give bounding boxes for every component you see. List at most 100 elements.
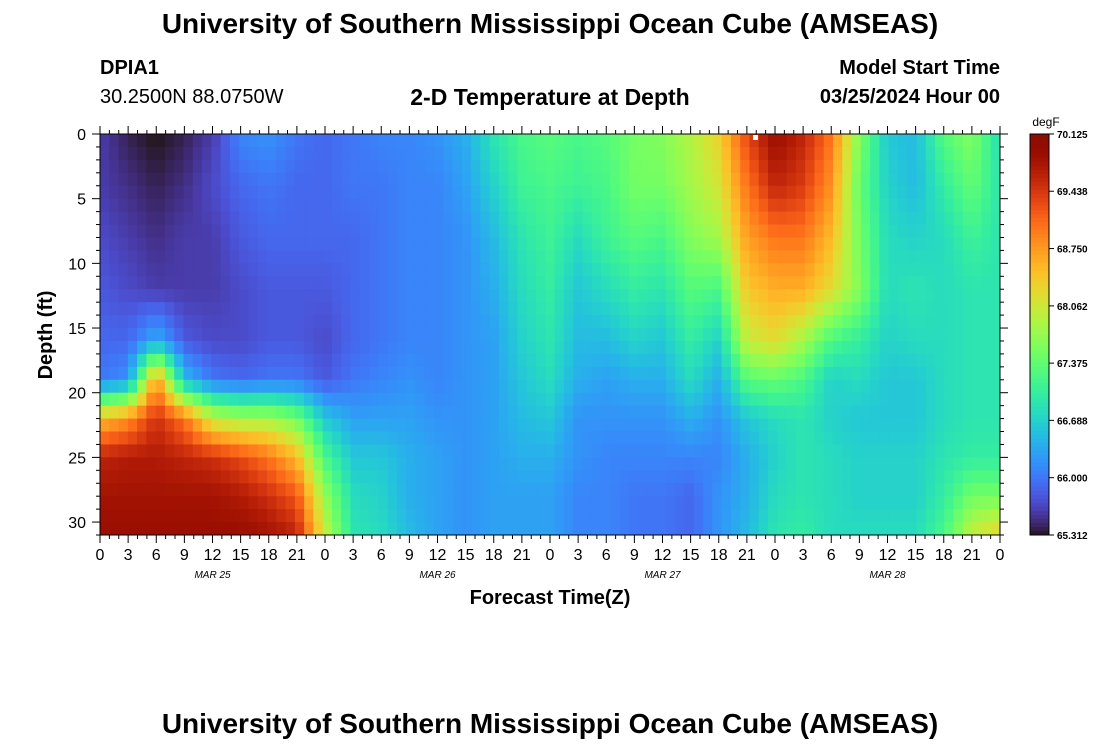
heatmap-cell bbox=[294, 418, 305, 433]
heatmap-cell bbox=[387, 263, 398, 277]
heatmap-cell bbox=[675, 224, 686, 239]
heatmap-cell bbox=[582, 250, 593, 264]
heatmap-cell bbox=[675, 444, 686, 458]
heatmap-cell bbox=[721, 159, 732, 174]
heatmap-cell bbox=[684, 224, 695, 239]
heatmap-cell bbox=[693, 509, 704, 523]
heatmap-cell bbox=[164, 405, 175, 420]
heatmap-cell bbox=[619, 379, 630, 394]
heatmap-cell bbox=[730, 198, 741, 213]
heatmap-cell bbox=[285, 172, 296, 187]
heatmap-cell bbox=[758, 146, 769, 161]
heatmap-cell bbox=[768, 328, 778, 342]
heatmap-cell bbox=[897, 496, 908, 510]
heatmap-cell bbox=[721, 211, 732, 226]
heatmap-cell bbox=[990, 250, 1000, 264]
heatmap-cell bbox=[944, 224, 955, 239]
heatmap-cell bbox=[777, 134, 788, 148]
heatmap-cell bbox=[795, 237, 806, 252]
heatmap-cell bbox=[554, 392, 565, 407]
heatmap-cell bbox=[424, 340, 435, 355]
heatmap-cell bbox=[981, 185, 992, 200]
heatmap-cell bbox=[786, 224, 797, 239]
heatmap-cell bbox=[480, 328, 491, 342]
heatmap-cell bbox=[322, 198, 333, 213]
heatmap-cell bbox=[601, 340, 611, 355]
heatmap-cell bbox=[749, 134, 760, 148]
heatmap-cell bbox=[582, 237, 593, 252]
heatmap-cell bbox=[805, 457, 816, 471]
heatmap-cell bbox=[675, 457, 686, 471]
heatmap-cell bbox=[526, 470, 537, 484]
heatmap-cell bbox=[443, 457, 454, 471]
heatmap-cell bbox=[100, 431, 110, 446]
heatmap-cell bbox=[814, 496, 825, 510]
heatmap-cell bbox=[359, 509, 370, 523]
heatmap-cell bbox=[601, 483, 611, 497]
heatmap-cell bbox=[424, 315, 435, 329]
heatmap-cell bbox=[424, 418, 435, 433]
heatmap-cell bbox=[155, 483, 166, 497]
colorbar-frame bbox=[1029, 133, 1050, 536]
heatmap-cell bbox=[990, 224, 1000, 239]
heatmap-cell bbox=[563, 366, 574, 381]
heatmap-cell bbox=[498, 172, 509, 187]
heatmap-cell bbox=[795, 134, 806, 148]
heatmap-cell bbox=[944, 134, 955, 148]
heatmap-cell bbox=[842, 509, 853, 523]
heatmap-cell bbox=[730, 366, 741, 381]
heatmap-cell bbox=[879, 379, 890, 394]
heatmap-cell bbox=[526, 353, 537, 368]
heatmap-cell bbox=[925, 457, 936, 471]
colorbar-swatch bbox=[1030, 374, 1049, 380]
heatmap-cell bbox=[740, 418, 751, 433]
heatmap-cell bbox=[100, 198, 110, 213]
heatmap-cell bbox=[795, 302, 806, 316]
heatmap-cell bbox=[545, 289, 556, 303]
heatmap-cell bbox=[229, 146, 240, 161]
heatmap-cell bbox=[508, 392, 519, 407]
heatmap-cell bbox=[174, 276, 185, 290]
heatmap-cell bbox=[851, 185, 862, 200]
heatmap-cell bbox=[897, 134, 908, 148]
heatmap-cell bbox=[972, 315, 983, 329]
heatmap-cell bbox=[554, 237, 565, 252]
heatmap-cell bbox=[545, 315, 556, 329]
heatmap-cell bbox=[851, 379, 862, 394]
heatmap-cell bbox=[489, 457, 500, 471]
heatmap-cell bbox=[174, 418, 185, 433]
heatmap-cell bbox=[805, 172, 816, 187]
heatmap-cell bbox=[656, 457, 667, 471]
heatmap-cell bbox=[619, 146, 630, 161]
heatmap-cell bbox=[740, 224, 751, 239]
x-tick-label: 18 bbox=[710, 547, 728, 564]
heatmap-cell bbox=[471, 134, 482, 148]
heatmap-cell bbox=[248, 509, 259, 523]
heatmap-cell bbox=[387, 431, 398, 446]
x-tick-label: 0 bbox=[771, 547, 780, 564]
heatmap-cell bbox=[907, 172, 918, 187]
heatmap-cell bbox=[517, 185, 528, 200]
heatmap-cell bbox=[229, 509, 240, 523]
heatmap-cell bbox=[471, 250, 482, 264]
heatmap-cell bbox=[916, 366, 927, 381]
heatmap-cell bbox=[582, 522, 593, 535]
heatmap-cell bbox=[721, 146, 732, 161]
heatmap-cell bbox=[461, 457, 472, 471]
heatmap-cell bbox=[925, 509, 936, 523]
heatmap-cell bbox=[851, 328, 862, 342]
heatmap-cell bbox=[786, 392, 797, 407]
heatmap-cell bbox=[489, 328, 500, 342]
heatmap-cell bbox=[202, 315, 212, 329]
heatmap-cell bbox=[127, 392, 138, 407]
heatmap-cell bbox=[628, 250, 639, 264]
heatmap-cell bbox=[990, 289, 1000, 303]
heatmap-cell bbox=[192, 379, 203, 394]
heatmap-cell bbox=[396, 444, 407, 458]
x-tick-label: 12 bbox=[879, 547, 897, 564]
heatmap-cell bbox=[257, 470, 268, 484]
heatmap-cell bbox=[870, 379, 880, 394]
heatmap-cell bbox=[276, 392, 287, 407]
heatmap-cell bbox=[304, 366, 314, 381]
x-tick-label: 12 bbox=[204, 547, 222, 564]
